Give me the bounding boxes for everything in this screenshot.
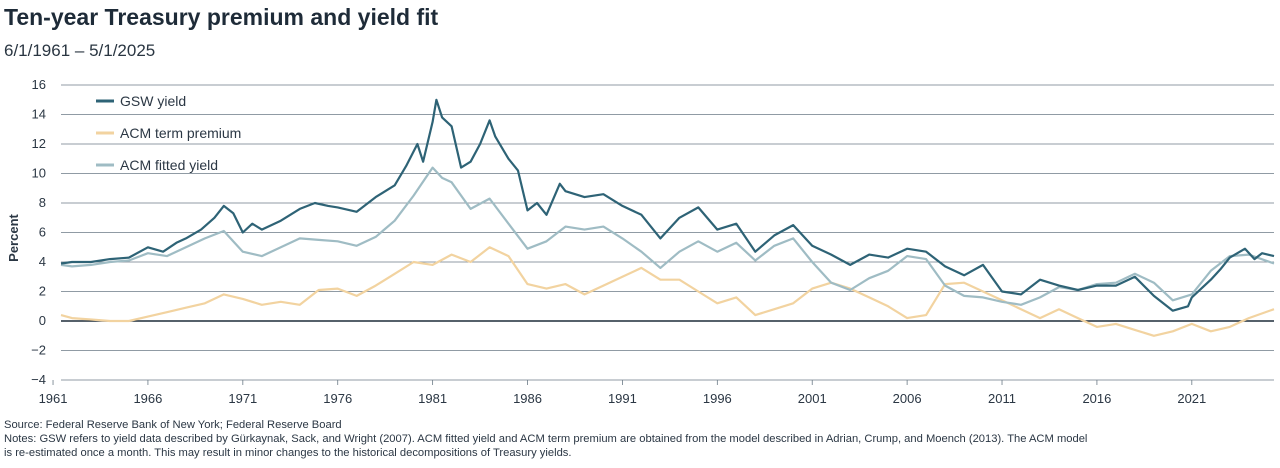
x-tick-label: 1996 — [703, 391, 732, 406]
legend-label-gsw: GSW yield — [120, 93, 186, 109]
chart-legend: GSW yield ACM term premium ACM fitted yiel… — [96, 93, 241, 173]
chart-grid — [61, 84, 1274, 381]
x-tick-label: 2011 — [988, 391, 1016, 406]
y-tick-label: 0 — [39, 313, 46, 328]
y-tick-label: 2 — [39, 284, 46, 299]
chart-footer: Source: Federal Reserve Bank of New York… — [4, 418, 1276, 460]
series-line-gsw — [60, 98, 1275, 312]
y-tick-label: 16 — [32, 77, 46, 92]
y-tick-label: 8 — [39, 195, 46, 210]
legend-label-acm_fit: ACM fitted yield — [120, 157, 218, 173]
x-tick-label: 1976 — [323, 391, 352, 406]
x-tick-label: 2016 — [1082, 391, 1111, 406]
y-tick-label: 14 — [32, 107, 46, 122]
x-tick-label: 1971 — [228, 391, 257, 406]
x-tick-label: 1981 — [418, 391, 447, 406]
y-tick-label: 6 — [39, 225, 46, 240]
y-axis-label: Percent — [6, 213, 21, 261]
y-tick-label: 10 — [32, 166, 46, 181]
chart-title: Ten-year Treasury premium and yield fit — [4, 4, 439, 30]
x-tick-label: 2021 — [1177, 391, 1206, 406]
y-tick-label: −2 — [31, 343, 46, 358]
series-line-acm_fit — [60, 166, 1275, 306]
notes-line-1: Notes: GSW refers to yield data describe… — [4, 433, 1088, 445]
chart-subtitle: 6/1/1961 – 5/1/2025 — [4, 41, 156, 60]
x-axis-ticks: 1961 1966 1971 1976 1981 1986 1991 1996 2001 2006… — [39, 380, 1206, 406]
chart-series — [60, 98, 1275, 337]
source-note: Source: Federal Reserve Bank of New York… — [4, 419, 342, 431]
y-tick-label: −4 — [31, 372, 46, 387]
y-tick-label: 4 — [39, 254, 46, 269]
x-tick-label: 1961 — [39, 391, 68, 406]
notes-line-2: is re-estimated once a month. This may r… — [4, 447, 572, 459]
x-tick-label: 2001 — [798, 391, 827, 406]
y-tick-label: 12 — [32, 136, 46, 151]
x-tick-label: 1991 — [608, 391, 637, 406]
x-tick-label: 2006 — [893, 391, 922, 406]
y-axis-ticks: 16 14 12 10 8 6 4 2 0 −2 −4 — [31, 77, 46, 387]
x-tick-label: 1966 — [133, 391, 162, 406]
series-line-acm_tp — [60, 246, 1275, 337]
x-tick-label: 1986 — [513, 391, 542, 406]
legend-label-acm_tp: ACM term premium — [120, 125, 241, 141]
